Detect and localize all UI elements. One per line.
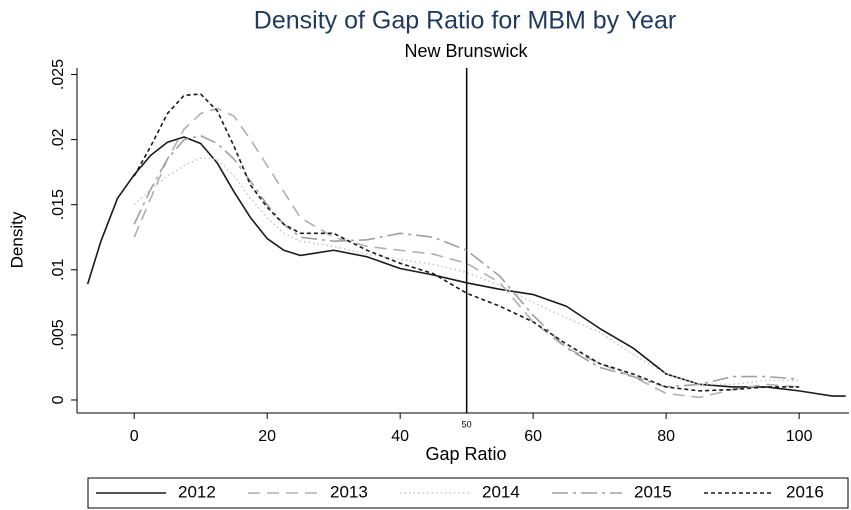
legend-label: 2013 (330, 482, 368, 501)
x-tick-label: 100 (786, 428, 813, 445)
chart-subtitle: New Brunswick (404, 41, 528, 61)
x-axis-label: Gap Ratio (425, 444, 506, 464)
x-tick-label: 0 (130, 428, 139, 445)
y-tick-label: .015 (50, 189, 67, 220)
y-tick-label: .02 (50, 128, 67, 150)
chart-title: Density of Gap Ratio for MBM by Year (254, 7, 676, 35)
x-tick-label: 20 (258, 428, 276, 445)
series-line (133, 157, 800, 386)
y-tick-label: .005 (50, 319, 67, 350)
x-tick-label: 40 (391, 428, 409, 445)
reference-line-label: 50 (462, 419, 472, 429)
legend-box (87, 477, 849, 509)
y-tick-label: .025 (50, 59, 67, 90)
legend-label: 2015 (634, 482, 672, 501)
legend-label: 2012 (178, 482, 216, 501)
legend-label: 2014 (482, 482, 520, 501)
y-tick-label: .01 (50, 259, 67, 281)
y-axis-label: Density (7, 211, 26, 268)
x-tick-label: 60 (524, 428, 542, 445)
series-line (133, 93, 800, 392)
x-tick-label: 80 (657, 428, 675, 445)
legend-label: 2016 (786, 482, 824, 501)
y-tick-label: 0 (50, 395, 67, 404)
series-line (133, 107, 800, 399)
